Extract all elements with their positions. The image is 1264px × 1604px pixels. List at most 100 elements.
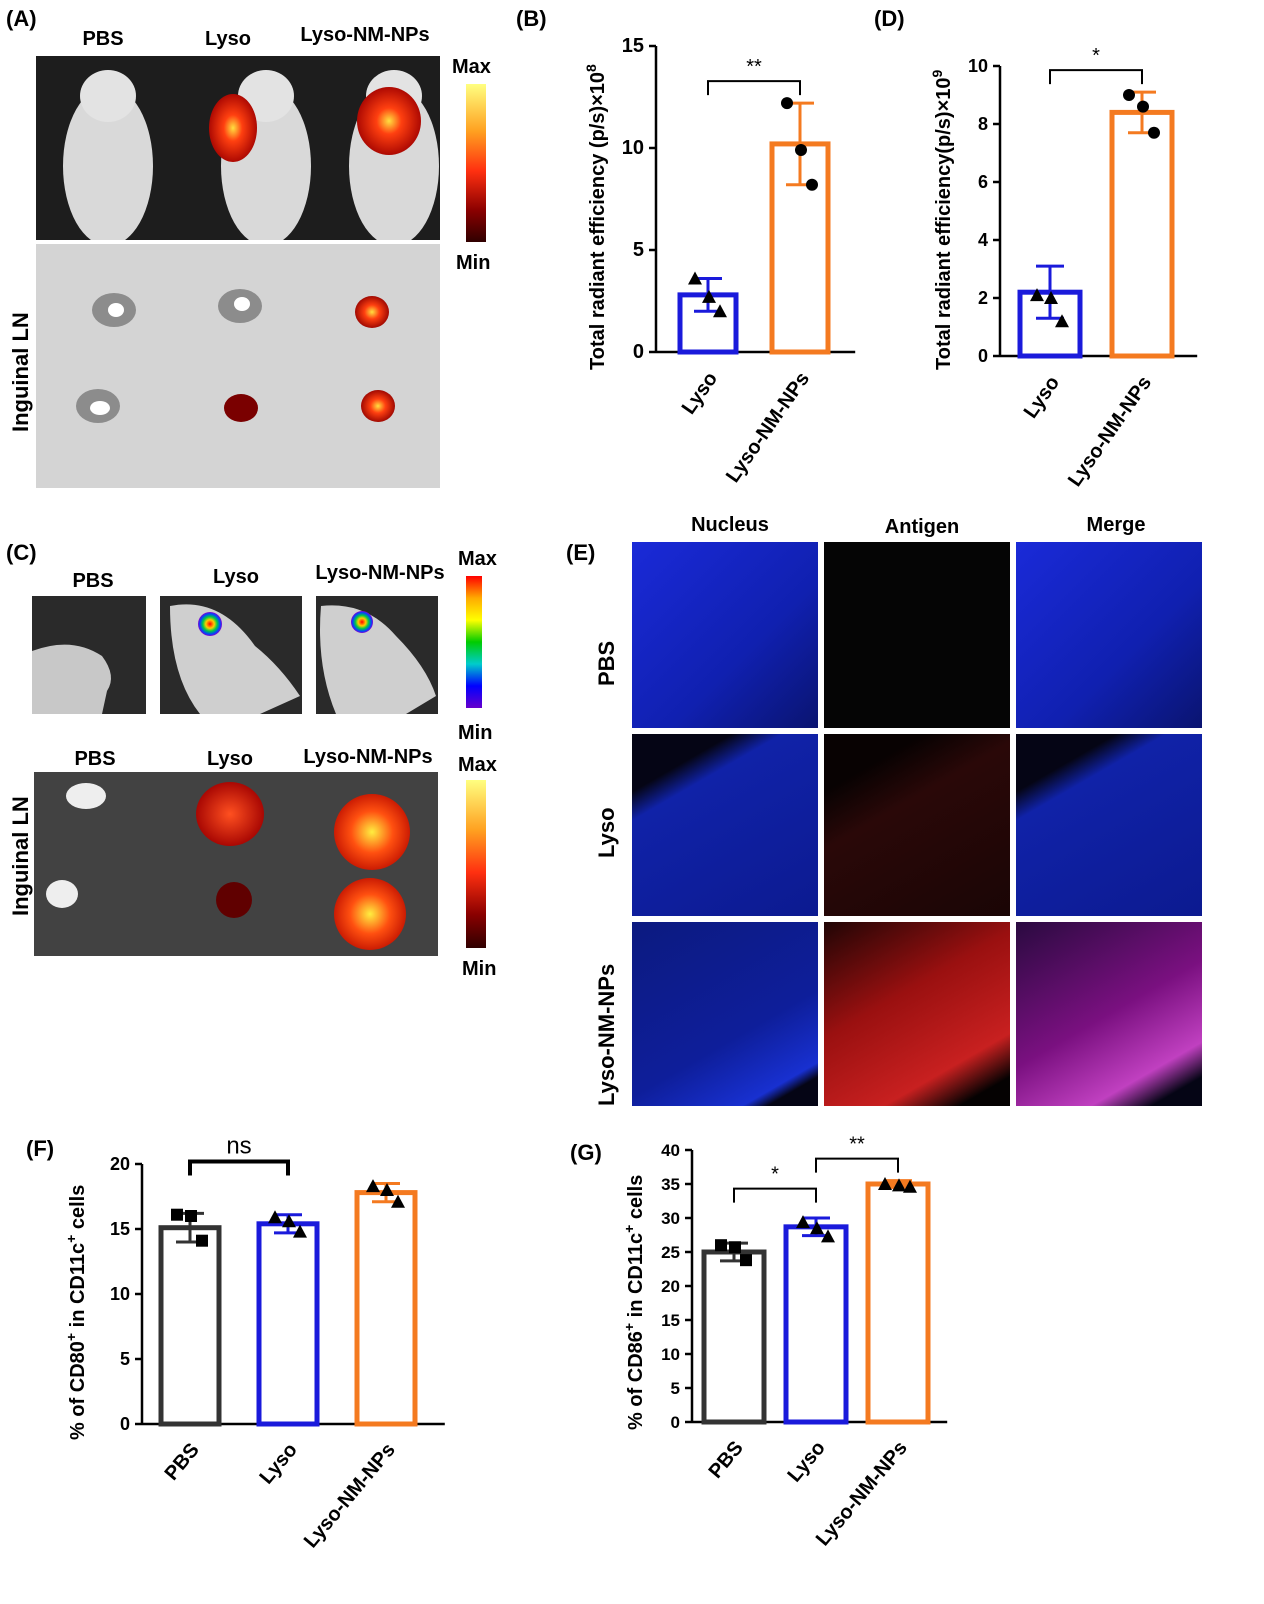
panel-e-row-pbs: PBS	[594, 640, 619, 686]
y-tick-label: 0	[671, 1413, 680, 1432]
data-point	[171, 1208, 183, 1221]
panel-c-colorbar-top-max: Max	[458, 548, 497, 570]
chart-d: 0 2 4 6 8 10 Total radiant efficiency(p/s)×109…	[929, 45, 1198, 490]
data-point	[781, 97, 793, 110]
y-tick-label: 40	[661, 1141, 680, 1160]
data-point	[366, 1179, 380, 1193]
data-point	[821, 1229, 835, 1243]
significance-label: ns	[226, 1140, 251, 1160]
panel-c-colorbar-bottom-max: Max	[458, 754, 497, 776]
y-tick-label: 5	[671, 1379, 680, 1398]
x-tick-label: Lyso	[783, 1437, 829, 1486]
data-point	[729, 1241, 741, 1254]
panel-e-lyso-merge	[1016, 734, 1202, 916]
panel-label-f: (F)	[26, 1136, 55, 1161]
significance-bracket	[733, 1187, 817, 1203]
panel-e-col-antigen: Antigen	[884, 516, 960, 538]
panel-a-ln-image	[36, 244, 440, 488]
data-point	[1030, 288, 1044, 302]
y-tick-label: 15	[110, 1219, 130, 1239]
x-tick-label: Lyso	[678, 368, 722, 418]
y-tick-label: 4	[978, 230, 988, 250]
x-tick-label: PBS	[161, 1439, 204, 1485]
panel-c-colorbar-top-min: Min	[458, 722, 493, 744]
panel-e-pbs-merge	[1016, 542, 1202, 728]
data-point	[1123, 89, 1135, 101]
panel-label-a: (A)	[6, 6, 37, 31]
bar	[256, 1221, 320, 1427]
y-axis-label: Total radiant efficiency(p/s)×109	[929, 70, 955, 371]
data-point	[878, 1177, 892, 1190]
bar	[783, 1224, 849, 1425]
x-tick-label: Lyso-NM-NPs	[722, 368, 814, 487]
panel-c-mouse-image-lyso-nm-nps	[316, 596, 438, 714]
panel-a-header-lyso-nm-nps: Lyso-NM-NPs	[300, 24, 430, 46]
y-tick-label: 5	[120, 1349, 130, 1369]
data-point	[293, 1224, 307, 1238]
panel-e-row-lyso-nm-nps: Lyso-NM-NPs	[594, 963, 619, 1106]
panel-a-colorbar-max: Max	[452, 56, 491, 78]
y-tick-label: 0	[633, 341, 644, 363]
bar	[1109, 109, 1175, 359]
y-tick-label: 10	[622, 137, 644, 159]
panel-c-ln-image	[34, 772, 438, 956]
panel-c-colorbar-bottom-min: Min	[462, 958, 497, 980]
panel-c-bottom-header-pbs: PBS	[74, 748, 116, 770]
data-point	[1148, 126, 1160, 139]
significance-bracket	[1049, 69, 1143, 85]
panel-e-nmnps-nucleus	[632, 922, 818, 1106]
y-tick-label: 5	[633, 239, 644, 261]
panel-a-colorbar	[466, 84, 486, 242]
x-tick-label: Lyso	[255, 1439, 301, 1488]
data-point	[268, 1210, 282, 1224]
panel-e-row-lyso: Lyso	[594, 807, 619, 858]
data-point	[185, 1210, 197, 1222]
panel-c-bottom-header-lyso: Lyso	[207, 748, 253, 770]
panel-e-nmnps-antigen	[824, 922, 1010, 1106]
y-tick-label: 15	[661, 1311, 680, 1330]
data-point	[380, 1183, 394, 1196]
y-tick-label: 10	[110, 1284, 130, 1304]
panel-label-d: (D)	[874, 6, 905, 31]
data-point	[688, 271, 702, 285]
x-tick-label: PBS	[705, 1437, 748, 1483]
y-tick-label: 0	[978, 346, 988, 366]
bar	[865, 1181, 931, 1425]
y-tick-label: 6	[978, 172, 988, 192]
data-point	[1055, 314, 1069, 328]
data-point	[903, 1179, 917, 1193]
panel-c-colorbar-bottom	[466, 780, 486, 948]
y-tick-label: 0	[120, 1414, 130, 1434]
data-point	[1137, 100, 1149, 113]
panel-c-header-lyso: Lyso	[213, 566, 259, 588]
panel-c-rainbow-colorbar	[466, 576, 482, 708]
data-point	[740, 1254, 752, 1267]
panel-label-c: (C)	[6, 540, 37, 565]
y-tick-label: 35	[661, 1175, 680, 1194]
significance-label: *	[771, 1164, 779, 1186]
panel-c-mouse-image-pbs	[32, 596, 146, 714]
panel-e-nmnps-merge	[1016, 922, 1202, 1106]
data-point	[810, 1221, 824, 1235]
bar	[354, 1190, 418, 1427]
data-point	[796, 1215, 810, 1229]
chart-g: 0 5 10 15 20 25 30 35 40 % of CD86+ in CD11c+ cel…	[622, 1134, 948, 1550]
y-tick-label: 10	[968, 56, 988, 76]
panel-c-header-lyso-nm-nps: Lyso-NM-NPs	[315, 562, 445, 584]
panel-label-g: (G)	[570, 1140, 602, 1165]
data-point	[391, 1194, 405, 1208]
data-point	[196, 1234, 208, 1247]
panel-e-pbs-antigen	[824, 542, 1010, 728]
panel-c-mouse-image-lyso	[160, 596, 302, 714]
y-tick-label: 25	[661, 1243, 680, 1262]
panel-label-b: (B)	[516, 6, 547, 31]
significance-label: **	[849, 1134, 865, 1156]
y-tick-label: 10	[661, 1345, 680, 1364]
y-tick-label: 30	[661, 1209, 680, 1228]
y-tick-label: 8	[978, 114, 988, 134]
significance-label: **	[746, 56, 762, 78]
panel-a-mouse-image	[36, 56, 440, 240]
x-tick-label: Lyso	[1020, 372, 1064, 422]
data-point	[713, 304, 727, 318]
panel-e-lyso-antigen	[824, 734, 1010, 916]
